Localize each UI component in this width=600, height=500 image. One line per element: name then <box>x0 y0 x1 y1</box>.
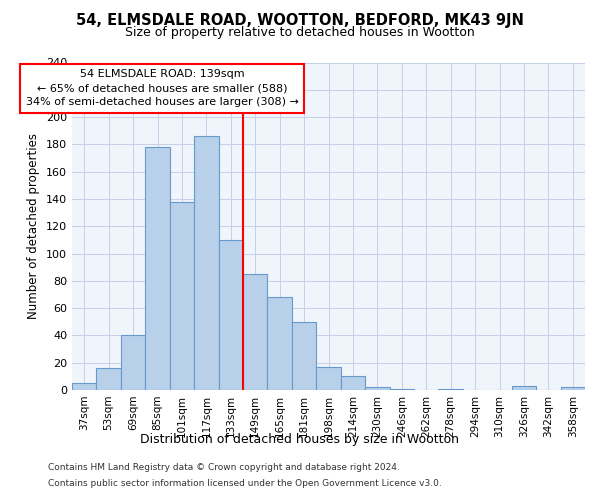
Bar <box>341 376 365 390</box>
Text: Size of property relative to detached houses in Wootton: Size of property relative to detached ho… <box>125 26 475 39</box>
Text: 54 ELMSDALE ROAD: 139sqm
← 65% of detached houses are smaller (588)
34% of semi-: 54 ELMSDALE ROAD: 139sqm ← 65% of detach… <box>26 70 299 108</box>
Bar <box>72 383 97 390</box>
Bar <box>121 336 145 390</box>
Bar <box>560 388 585 390</box>
Text: 54, ELMSDALE ROAD, WOOTTON, BEDFORD, MK43 9JN: 54, ELMSDALE ROAD, WOOTTON, BEDFORD, MK4… <box>76 12 524 28</box>
Y-axis label: Number of detached properties: Number of detached properties <box>28 133 40 320</box>
Text: Contains HM Land Registry data © Crown copyright and database right 2024.: Contains HM Land Registry data © Crown c… <box>48 464 400 472</box>
Bar <box>365 388 389 390</box>
Text: Contains public sector information licensed under the Open Government Licence v3: Contains public sector information licen… <box>48 478 442 488</box>
Text: Distribution of detached houses by size in Wootton: Distribution of detached houses by size … <box>140 432 460 446</box>
Bar <box>145 147 170 390</box>
Bar <box>389 388 414 390</box>
Bar <box>512 386 536 390</box>
Bar <box>268 297 292 390</box>
Bar <box>170 202 194 390</box>
Bar <box>292 322 316 390</box>
Bar <box>243 274 268 390</box>
Bar <box>194 136 218 390</box>
Bar <box>218 240 243 390</box>
Bar <box>316 367 341 390</box>
Bar <box>97 368 121 390</box>
Bar <box>439 388 463 390</box>
